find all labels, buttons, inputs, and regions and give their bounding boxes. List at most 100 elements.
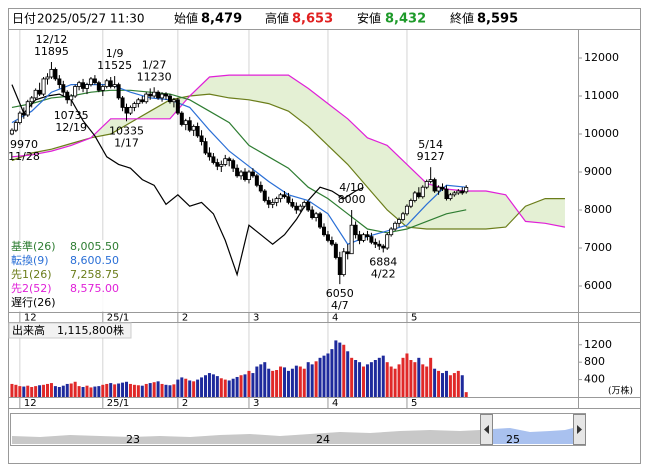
x-tick-label: 3 [253, 398, 259, 409]
candle-body [274, 198, 279, 203]
volume-bar [456, 370, 460, 397]
volume-bar [397, 364, 401, 397]
candle-body [104, 80, 109, 87]
volume-bar [452, 373, 456, 397]
candle-body [53, 69, 58, 80]
volume-bar [314, 361, 318, 397]
candle-body [266, 200, 271, 205]
header-label: 終値 [450, 11, 474, 26]
candle-body [401, 213, 406, 220]
candle-body [250, 171, 255, 177]
volume-bar [144, 383, 148, 397]
candle-body [116, 84, 121, 99]
annotation-date: 1/27 [142, 58, 167, 71]
legend-value: 7,258.75 [70, 268, 119, 281]
annotation-date: 12/12 [36, 33, 68, 46]
y-tick-label: 800 [584, 355, 605, 368]
legend-name: 基準(26) [11, 239, 56, 253]
candle-body [140, 99, 145, 103]
candle-body [203, 141, 208, 154]
header-value: 8,432 [385, 12, 426, 27]
volume-bar [53, 386, 57, 397]
volume-bar [121, 382, 125, 397]
volume-bar [148, 383, 152, 397]
volume-bar [429, 357, 433, 397]
volume-bar [322, 355, 326, 397]
volume-bar [381, 355, 385, 397]
volume-bar [425, 366, 429, 397]
legend-value: 8,600.50 [70, 254, 119, 267]
candle-body [61, 84, 66, 93]
y-tick-label: 9000 [584, 165, 612, 178]
volume-bar [235, 376, 239, 397]
volume-bar [346, 351, 350, 397]
navigator-selection [493, 428, 573, 444]
annotation-date: 5/14 [418, 138, 443, 151]
candle-body [286, 196, 291, 203]
candle-body [302, 202, 307, 207]
volume-bar [377, 357, 381, 397]
candle-body [85, 84, 90, 89]
volume-bar [342, 344, 346, 397]
x-tick-label: 5 [411, 398, 417, 409]
volume-bar [97, 386, 101, 397]
candle-body [187, 120, 192, 131]
candle-body [77, 82, 82, 87]
volume-bar [298, 366, 302, 397]
indicator-line [11, 74, 566, 228]
volume-bar [200, 377, 204, 397]
volume-bar [231, 378, 235, 397]
candle-body [369, 236, 374, 243]
volume-bar [184, 378, 188, 397]
y-tick-label: 400 [584, 373, 605, 386]
volume-bar [279, 366, 283, 397]
volume-bar [263, 362, 267, 397]
candle-body [183, 120, 188, 125]
y-tick-label: 8000 [584, 203, 612, 216]
volume-bar [283, 367, 287, 397]
volume-bar [211, 374, 215, 397]
volume-bar [46, 383, 50, 397]
volume-bar [117, 383, 121, 397]
candle-body [231, 160, 236, 169]
candle-body [144, 93, 149, 103]
candle-body [239, 171, 244, 177]
volume-bar [306, 362, 310, 397]
volume-bar [73, 381, 77, 397]
candle-body [377, 243, 382, 247]
volume-unit: (万株) [608, 385, 633, 397]
volume-bar [393, 368, 397, 397]
legend-box [9, 240, 127, 311]
volume-bar [18, 386, 22, 397]
candle-body [199, 135, 204, 143]
candle-body [393, 222, 398, 230]
volume-bar [409, 360, 413, 397]
volume-bar [247, 370, 251, 397]
volume-bar [362, 366, 366, 397]
volume-bar [354, 360, 358, 397]
legend-value: 8,005.50 [70, 240, 119, 253]
volume-bar [444, 370, 448, 397]
volume-bar [358, 362, 362, 397]
volume-bar [93, 386, 97, 397]
x-tick-label: 3 [253, 313, 259, 324]
candle-body [345, 251, 350, 255]
volume-bar [69, 383, 73, 397]
volume-bar [417, 357, 421, 397]
volume-bar [338, 342, 342, 397]
candle-body [353, 224, 358, 236]
candle-body [207, 152, 212, 158]
volume-bar [413, 362, 417, 397]
volume-bar [61, 385, 65, 397]
annotation-value: 6050 [326, 287, 354, 300]
volume-bar [160, 383, 164, 397]
volume-bar [251, 373, 255, 397]
volume-bar [223, 379, 227, 397]
legend-name: 先2(52) [11, 282, 52, 295]
volume-bar [30, 386, 34, 397]
x-tick-label: 25/1 [107, 398, 129, 409]
candle-body [436, 186, 441, 192]
candle-body [171, 99, 176, 103]
volume-bar [441, 373, 445, 397]
volume-bar [294, 365, 298, 397]
